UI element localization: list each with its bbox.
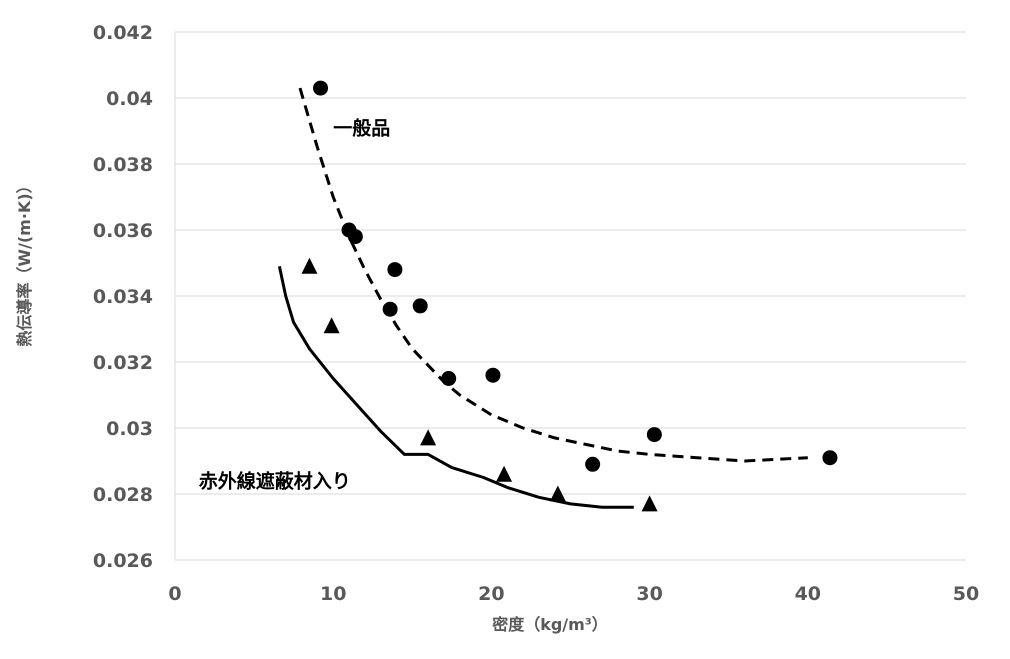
series-label: 一般品 xyxy=(333,116,390,139)
data-point-circle xyxy=(485,367,501,383)
y-tick-label: 0.036 xyxy=(93,220,153,242)
y-tick-labels: 0.026 0.028 0.03 0.032 0.034 0.036 0.038 0.04 0.… xyxy=(93,22,153,572)
data-point-triangle xyxy=(301,257,318,274)
y-tick-label: 0.04 xyxy=(106,88,153,110)
data-point-circle xyxy=(646,427,662,443)
axes xyxy=(174,32,966,561)
x-tick-label: 20 xyxy=(478,583,504,605)
data-point-circle xyxy=(347,229,363,245)
data-point-triangle xyxy=(549,485,566,502)
y-tick-label: 0.042 xyxy=(93,22,153,44)
x-tick-label: 40 xyxy=(795,583,821,605)
x-tick-label: 10 xyxy=(320,583,346,605)
data-point-triangle xyxy=(420,429,437,446)
y-tick-label: 0.038 xyxy=(93,154,153,176)
data-point-triangle xyxy=(323,317,340,334)
y-tick-label: 0.028 xyxy=(93,484,153,506)
series-label: 赤外線遮蔽材入り xyxy=(199,469,351,492)
data-point-triangle xyxy=(641,495,658,512)
data-point-circle xyxy=(387,262,403,278)
y-tick-label: 0.03 xyxy=(106,418,153,440)
y-axis-title: 熱伝導率（W/(m·K)） xyxy=(15,177,34,346)
data-point-circle xyxy=(412,298,428,314)
x-tick-label: 0 xyxy=(168,583,181,605)
y-tick-label: 0.026 xyxy=(93,550,153,572)
data-point-circle xyxy=(382,301,398,317)
x-tick-label: 30 xyxy=(636,583,662,605)
data-point-circle xyxy=(822,450,838,466)
data-markers xyxy=(301,80,838,512)
x-tick-label: 50 xyxy=(953,583,979,605)
x-axis-title: 密度（kg/m³） xyxy=(491,615,608,634)
trend-line-dashed xyxy=(298,87,808,463)
trend-lines xyxy=(277,87,808,509)
y-tick-label: 0.034 xyxy=(93,286,153,308)
data-point-circle xyxy=(441,371,457,386)
data-point-circle xyxy=(313,80,329,96)
gridlines xyxy=(175,31,966,495)
data-point-circle xyxy=(585,456,601,472)
y-tick-label: 0.032 xyxy=(93,352,153,374)
data-point-triangle xyxy=(496,465,513,482)
x-tick-labels: 0 10 20 30 40 50 xyxy=(168,583,979,605)
